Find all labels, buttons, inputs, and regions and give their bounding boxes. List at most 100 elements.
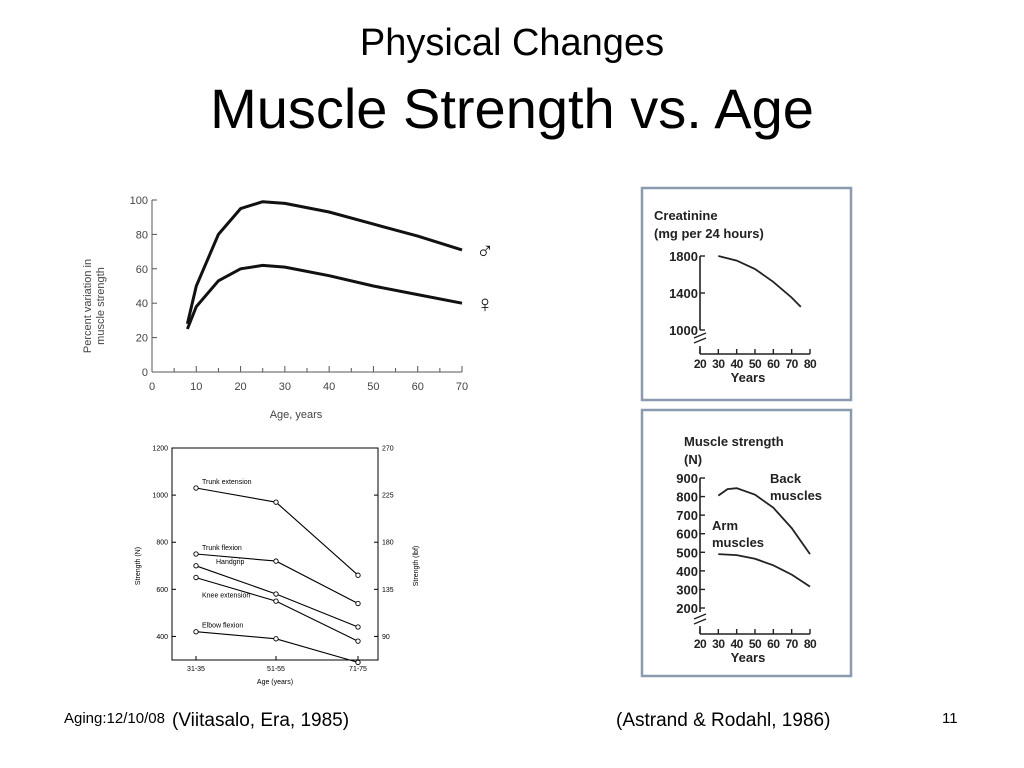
- chart2-ylabel: Strength (N): [135, 547, 142, 585]
- chart4-ytick-label: 500: [676, 545, 698, 560]
- chart3-title-line2: (mg per 24 hours): [654, 226, 764, 241]
- chart-creatinine: Creatinine (mg per 24 hours) 1000 1400 180…: [640, 186, 853, 402]
- chart2-ytick-right-label: 90: [382, 634, 390, 641]
- citation-right: (Astrand & Rodahl, 1986): [616, 710, 831, 731]
- chart1-ytick-label: 0: [142, 367, 148, 379]
- chart2-series-label: Trunk extension: [202, 479, 252, 486]
- chart4-xtick-label: 50: [749, 637, 762, 651]
- chart2-ytick-label: 1200: [152, 446, 168, 453]
- chart4-xtick-label: 60: [767, 637, 780, 651]
- chart2-point: [273, 499, 279, 505]
- chart4-axis-break: [693, 613, 707, 620]
- chart2-point: [355, 572, 361, 578]
- chart4-ytick-label: 200: [676, 601, 698, 616]
- chart4-series-label-line1: Back: [770, 471, 802, 486]
- chart2-point: [193, 629, 199, 635]
- female-symbol-label: ♀: [476, 291, 494, 318]
- chart2-series-label: Knee extension: [202, 593, 250, 600]
- chart1-ytick-label: 100: [130, 195, 148, 207]
- chart2-series-line: [195, 577, 359, 642]
- chart4-series-label-line2: muscles: [770, 488, 822, 503]
- chart4-series-label-line2: muscles: [712, 535, 764, 550]
- chart2-point: [273, 558, 279, 564]
- citation-left: (Viitasalo, Era, 1985): [172, 710, 350, 731]
- chart2-series-label: Handgrip: [216, 559, 245, 566]
- chart2-point: [193, 574, 199, 581]
- chart2-ytick-label: 1000: [152, 493, 168, 500]
- chart1-ytick-label: 40: [136, 298, 148, 310]
- chart3-frame: [640, 186, 853, 402]
- chart3-xtick-label: 80: [804, 357, 817, 371]
- chart3-xtick-label: 20: [694, 357, 707, 371]
- chart2-ytick-label: 400: [156, 634, 168, 641]
- chart3-xtick-label: 40: [730, 357, 743, 371]
- chart1-ytick-label: 80: [136, 229, 148, 241]
- chart3-xtick-label: 50: [749, 357, 762, 371]
- page-number: 11: [942, 710, 958, 727]
- chart-percent-variation: Percent variation in muscle strength 0 20…: [82, 195, 494, 421]
- chart3-xtick-label: 30: [712, 357, 725, 371]
- chart4-series-line: [717, 487, 811, 555]
- chart4-xtick-label: 20: [694, 637, 707, 651]
- chart4-axis-break: [693, 618, 707, 625]
- chart3-ytick-label: 1400: [669, 286, 698, 301]
- chart4-series-line: [718, 553, 811, 588]
- chart4-title-line2: (N): [684, 452, 702, 467]
- chart1-xtick-label: 30: [279, 381, 291, 393]
- chart4-ytick-label: 700: [676, 508, 698, 523]
- chart2-point: [273, 636, 279, 642]
- chart2-frame: [171, 447, 379, 661]
- male-symbol-label: ♂: [476, 238, 494, 265]
- chart2-ytick-right-label: 225: [382, 493, 394, 500]
- chart-muscle-strength: Muscle strength (N) 200 300 400 500 600 700 80…: [640, 408, 853, 678]
- chart2-series-line: [195, 631, 359, 663]
- chart2-point: [355, 638, 361, 644]
- chart2-point: [193, 563, 199, 569]
- chart2-xtick-label: 31-35: [187, 666, 205, 673]
- chart4-xtick-label: 70: [785, 637, 798, 651]
- chart2-xtick-label: 51-55: [267, 666, 285, 673]
- chart1-xtick-label: 40: [323, 381, 335, 393]
- chart2-ytick-right-label: 270: [382, 446, 394, 453]
- chart2-point: [273, 591, 279, 597]
- chart4-ytick-label: 300: [676, 582, 698, 597]
- chart4-series-label-line1: Arm: [712, 518, 738, 533]
- chart2-point: [355, 600, 361, 607]
- chart2-ytick-right-label: 135: [382, 587, 394, 594]
- chart3-axis-break: [693, 337, 707, 344]
- chart4-title-line1: Muscle strength: [684, 434, 784, 449]
- chart3-ytick-label: 1000: [669, 323, 698, 338]
- chart4-ytick-label: 400: [676, 564, 698, 579]
- chart1-xtick-label: 60: [412, 381, 424, 393]
- chart3-xlabel: Years: [731, 370, 766, 385]
- chart1-xlabel: Age, years: [270, 409, 323, 421]
- chart2-point: [273, 598, 279, 604]
- chart2-point: [193, 485, 199, 491]
- chart4-frame: [640, 408, 853, 678]
- chart2-point: [355, 624, 361, 630]
- chart2-series-label: Elbow flexion: [202, 623, 243, 630]
- chart3-axis-break: [693, 332, 707, 339]
- chart1-xtick-label: 70: [456, 381, 468, 393]
- chart-strength-by-age-group: Strength (N) Strength (lbf) 400 90 600 135 8…: [135, 446, 420, 687]
- chart1-ytick-label: 20: [136, 333, 148, 345]
- chart3-xtick-label: 60: [767, 357, 780, 371]
- chart1-ytick-label: 60: [136, 264, 148, 276]
- chart1-xtick-label: 50: [367, 381, 379, 393]
- slide-subtitle: Muscle Strength vs. Age: [210, 77, 814, 140]
- chart4-ytick-label: 600: [676, 527, 698, 542]
- chart4-ytick-label: 800: [676, 490, 698, 505]
- chart1-series-line: [186, 263, 463, 330]
- chart3-xtick-label: 70: [785, 357, 798, 371]
- chart2-point: [355, 659, 361, 666]
- chart1-xtick-label: 0: [149, 381, 155, 393]
- chart4-xtick-label: 80: [804, 637, 817, 651]
- chart4-ytick-label: 900: [676, 471, 698, 486]
- chart3-ytick-label: 1800: [669, 249, 698, 264]
- slide-title: Physical Changes: [359, 22, 665, 64]
- footer-date: Aging:12/10/08: [64, 710, 165, 727]
- chart1-xtick-label: 20: [234, 381, 246, 393]
- chart1-ylabel-line1: Percent variation in: [82, 259, 94, 353]
- chart2-ylabel-right: Strength (lbf): [413, 546, 420, 586]
- chart4-xlabel: Years: [731, 650, 766, 665]
